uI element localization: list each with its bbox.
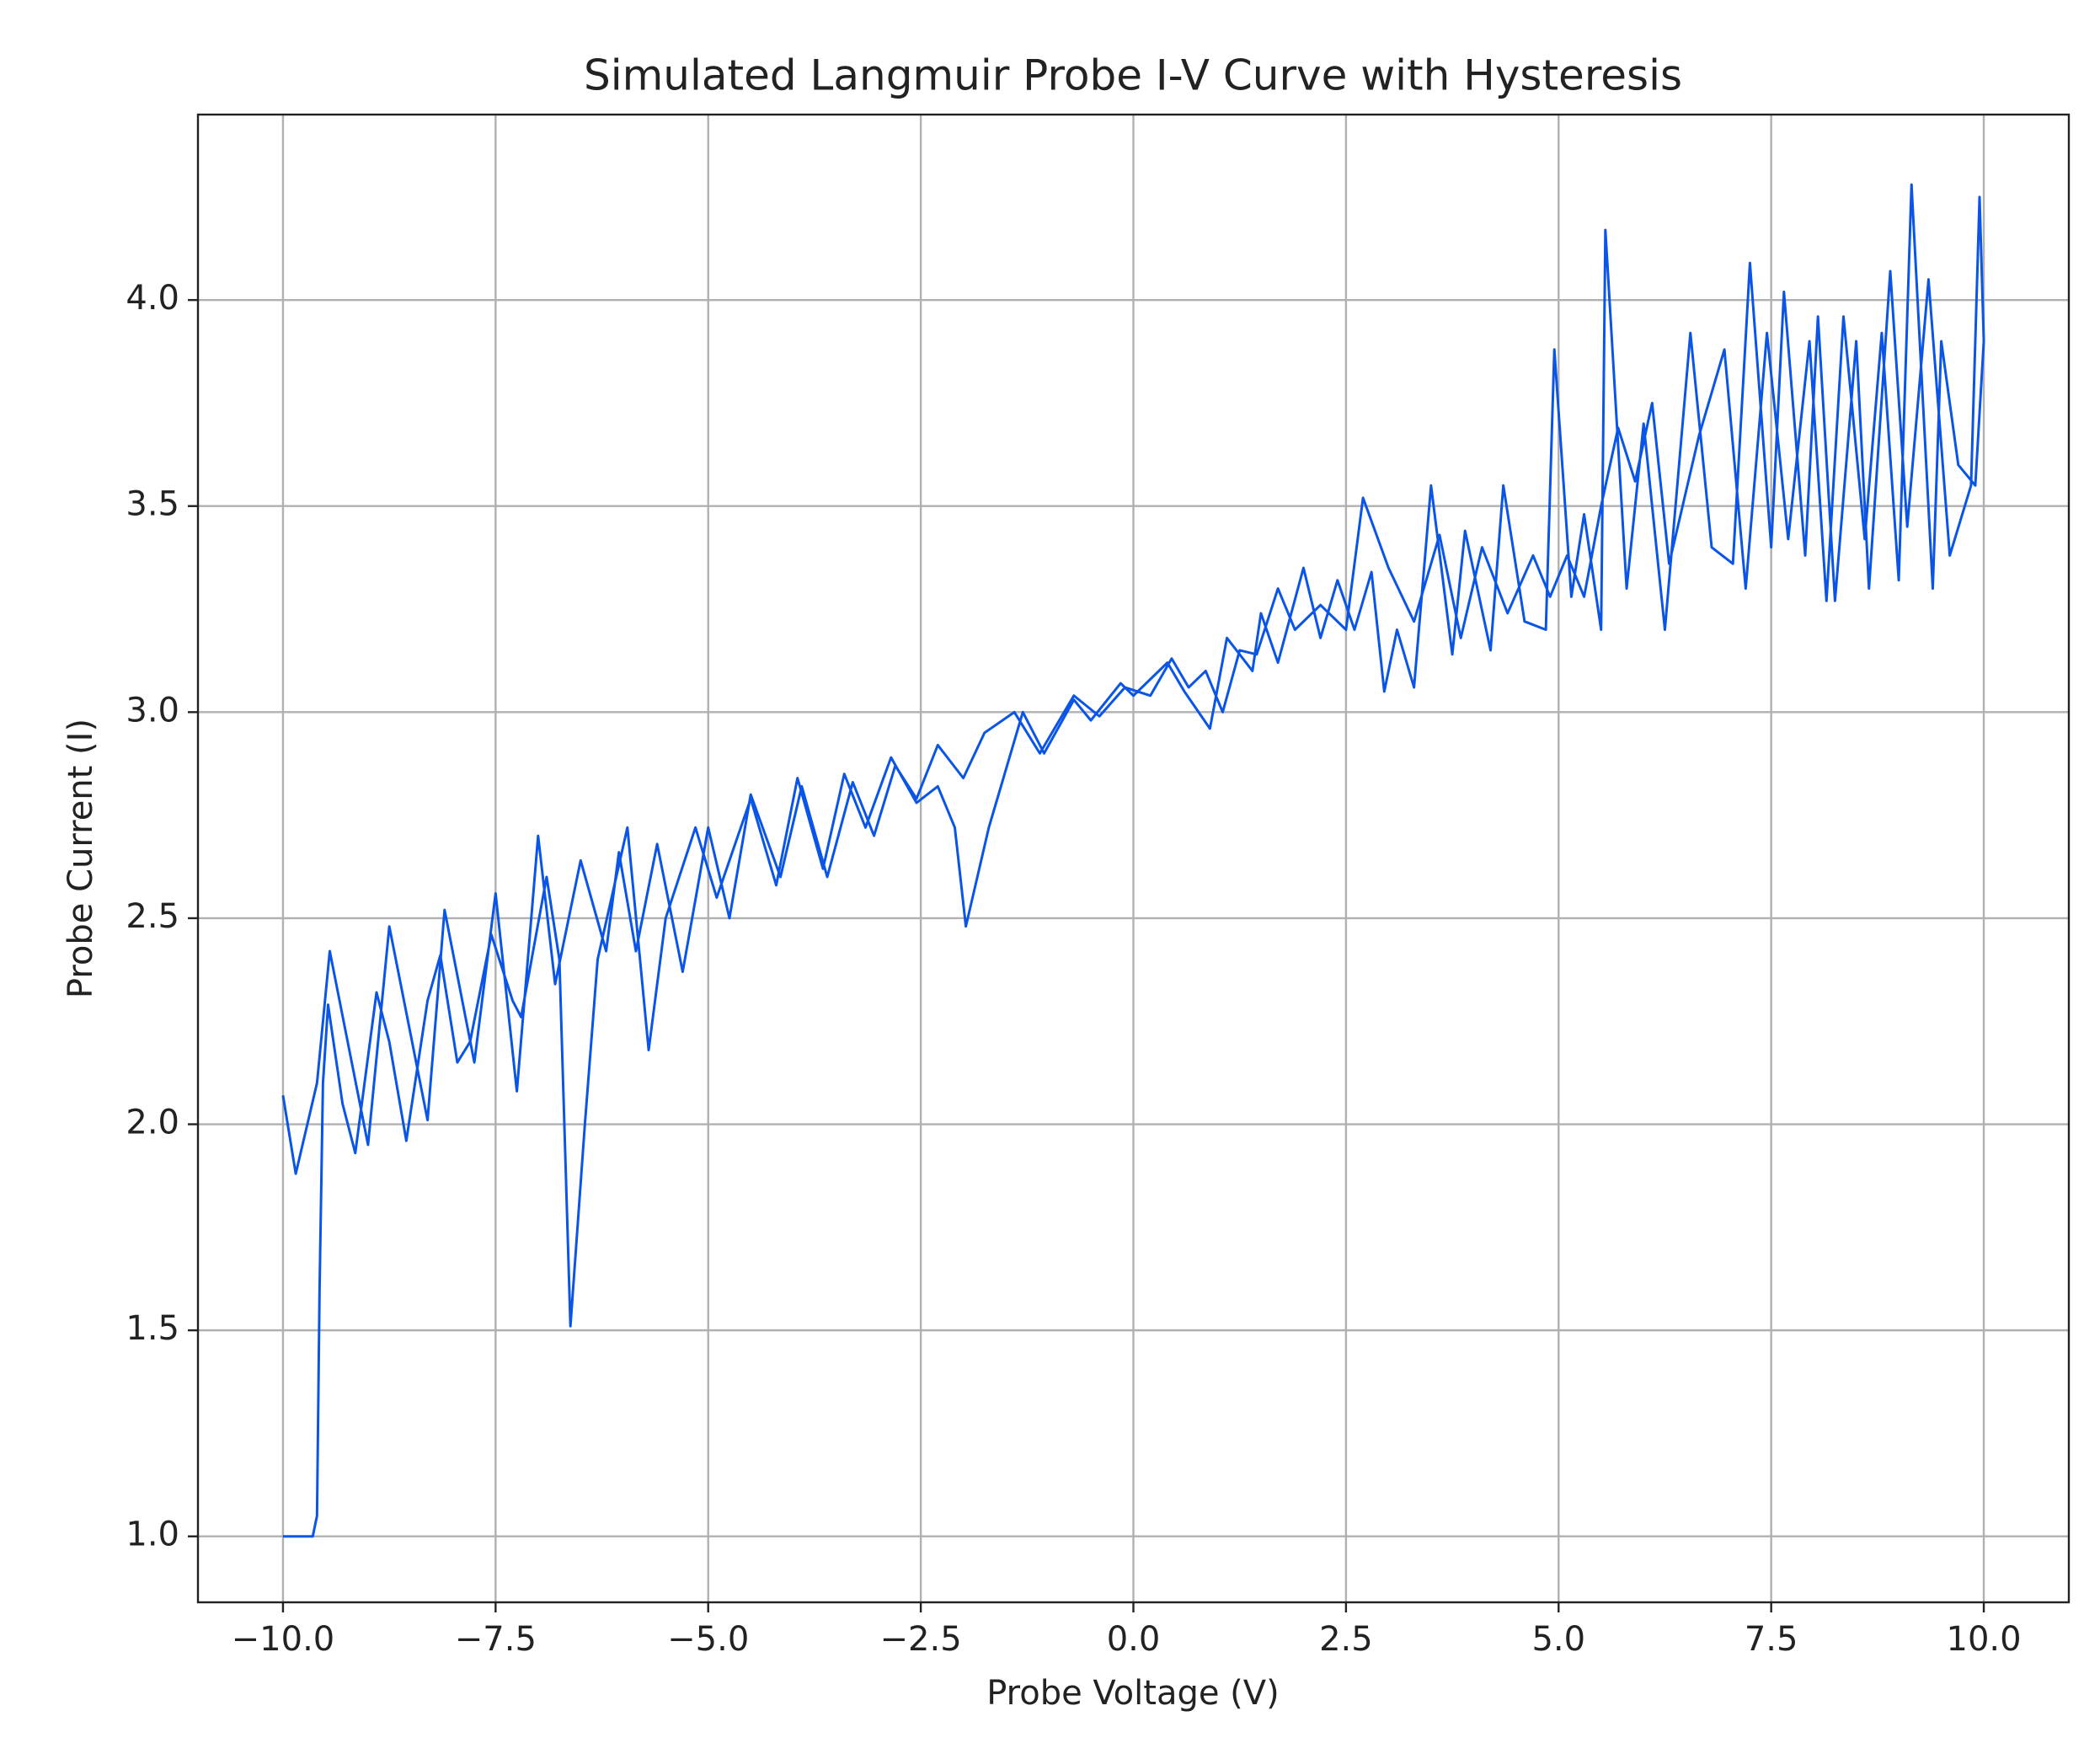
y-tick-label: 4.0 xyxy=(126,279,179,318)
x-tick-label: −5.0 xyxy=(667,1620,749,1659)
data-line xyxy=(281,183,1985,1538)
y-axis-label: Probe Current (I) xyxy=(61,719,100,998)
y-tick-label: 2.0 xyxy=(126,1104,179,1142)
x-tick-label: −2.5 xyxy=(880,1620,962,1659)
x-tick-label: 10.0 xyxy=(1947,1620,2022,1659)
x-axis-label: Probe Voltage (V) xyxy=(986,1674,1280,1713)
y-tick-label: 3.5 xyxy=(126,485,179,524)
x-tick-label: 2.5 xyxy=(1319,1620,1373,1659)
x-tick-label: 7.5 xyxy=(1745,1620,1798,1659)
plot-frame xyxy=(196,113,2071,1604)
x-tick-label: −10.0 xyxy=(232,1620,335,1659)
y-tick-label: 1.0 xyxy=(126,1516,179,1554)
x-tick-label: 0.0 xyxy=(1107,1620,1161,1659)
y-tick-label: 3.0 xyxy=(126,691,179,730)
x-tick-label: 5.0 xyxy=(1531,1620,1585,1659)
chart-title: Simulated Langmuir Probe I-V Curve with … xyxy=(584,51,1682,100)
x-tick-label: −7.5 xyxy=(455,1620,537,1659)
y-tick-label: 1.5 xyxy=(126,1309,179,1348)
y-tick-label: 2.5 xyxy=(126,897,179,936)
